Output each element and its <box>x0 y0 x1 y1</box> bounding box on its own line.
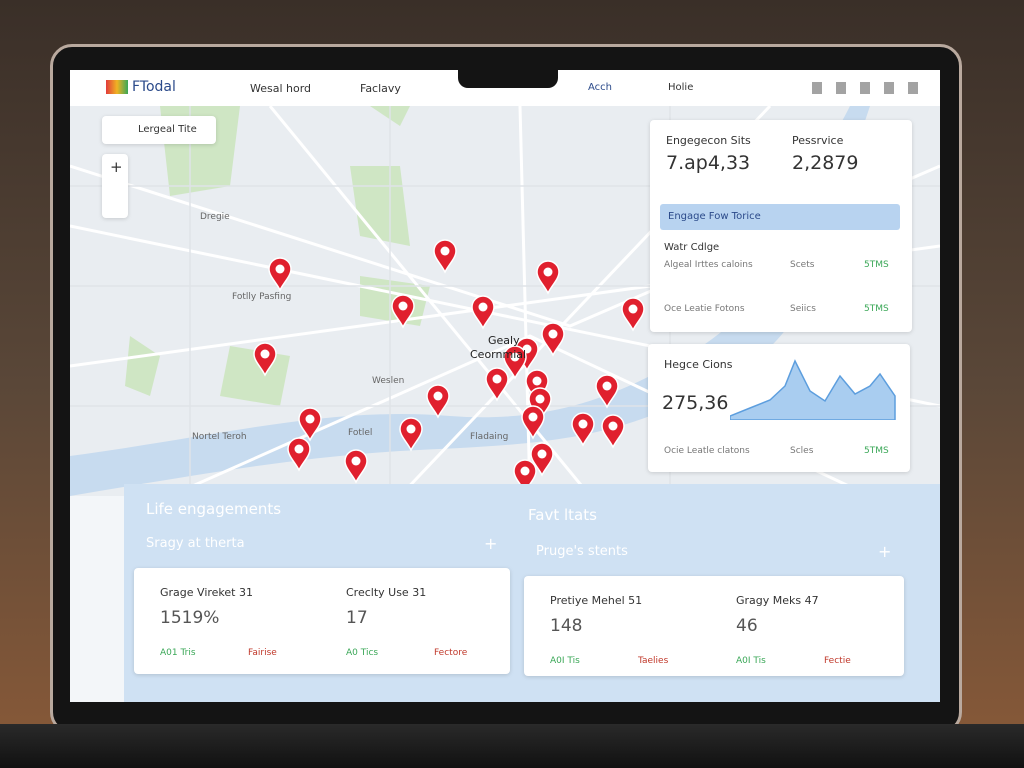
metric-card: Pretiye Mehel 51 148 A0I Tis Taelies Gragy M… <box>524 576 904 676</box>
map-pin[interactable] <box>521 405 545 440</box>
metric-tag: A01 Tris <box>160 648 196 658</box>
map-label: Ceornmial <box>470 348 527 361</box>
stats-panel: Engegecon Sits 7.ap4,33 Pessrvice 2,2879… <box>650 120 912 332</box>
stat-value: 7.ap4,33 <box>666 152 751 174</box>
banner[interactable]: Engage Fow Torice <box>660 204 900 230</box>
metric-flag: Fairise <box>248 648 277 658</box>
section-title: Life engagements <box>146 500 282 518</box>
zoom-in[interactable]: + <box>110 158 123 176</box>
map-label: Gealy <box>488 334 520 347</box>
map-search-text: Lergeal Tite <box>138 124 197 135</box>
row-name: Oce Leatie Fotons <box>664 304 745 314</box>
metric-value: 46 <box>736 616 758 636</box>
map-label: Fotlel <box>348 428 373 438</box>
trend-card: Hegce Cions 275,36 Ocie Leatle clatons S… <box>648 344 910 472</box>
sparkline <box>730 359 896 420</box>
metric-tag: A0 Tics <box>346 648 379 658</box>
logo-mark <box>106 80 128 94</box>
map-pin[interactable] <box>391 294 415 329</box>
row-kind: Seiics <box>790 304 816 314</box>
map-pin[interactable] <box>485 367 509 402</box>
map-pin[interactable] <box>503 345 527 380</box>
banner-text: Engage Fow Torice <box>668 211 761 222</box>
map-pin[interactable] <box>571 412 595 447</box>
map-pin[interactable] <box>513 459 537 494</box>
zoom-control[interactable]: + <box>102 154 128 218</box>
nav-link[interactable]: Faclavy <box>360 82 401 95</box>
map-pin[interactable] <box>399 417 423 452</box>
trend-label: Hegce Cions <box>664 358 733 371</box>
top-bar: FTodal Wesal hord Faclavy Acch Holie <box>70 70 940 107</box>
section-subtitle: Sragy at therta <box>146 536 245 551</box>
section-subtitle: Pruge's stents <box>536 544 628 559</box>
section-title: Favt ltats <box>528 506 597 524</box>
stat-label: Engegecon Sits <box>666 134 751 147</box>
camera-notch <box>458 70 558 88</box>
map-pin[interactable] <box>621 297 645 332</box>
map-pin[interactable] <box>471 295 495 330</box>
trend-value: 275,36 <box>662 392 729 414</box>
row-status: 5TMS <box>864 304 889 314</box>
map-pin[interactable] <box>433 239 457 274</box>
search-link[interactable]: Acch <box>588 82 612 93</box>
map-label: Dregie <box>200 212 230 222</box>
map-pin[interactable] <box>601 414 625 449</box>
metric-tag: A0I Tis <box>550 656 580 666</box>
map-pin[interactable] <box>287 437 311 472</box>
stat-value: 2,2879 <box>792 152 859 174</box>
map-pin[interactable] <box>530 442 554 477</box>
row-kind: Scets <box>790 260 815 270</box>
map-label: Nortel Teroh <box>192 432 247 442</box>
logo: FTodal <box>132 79 176 95</box>
parks <box>125 106 430 406</box>
metric-value: 17 <box>346 608 368 628</box>
metric-tag: A0I Tis <box>736 656 766 666</box>
metric-label: Creclty Use 31 <box>346 586 427 599</box>
bottom-panel: Life engagements Sragy at therta + Favt … <box>124 484 940 702</box>
screen: FTodal Wesal hord Faclavy Acch Holie Ler… <box>70 70 940 702</box>
section-title: Watr Cdlge <box>664 242 720 253</box>
row-status: 5TMS <box>864 260 889 270</box>
map-pin[interactable] <box>268 257 292 292</box>
roads <box>70 106 940 496</box>
map-pin[interactable] <box>344 449 368 484</box>
map-pin[interactable] <box>541 322 565 357</box>
metric-value: 148 <box>550 616 583 636</box>
stat-label: Pessrvice <box>792 134 844 147</box>
map-pin[interactable] <box>595 374 619 409</box>
toolbar-icons <box>812 82 922 94</box>
add-button[interactable]: + <box>878 542 892 561</box>
row-name: Algeal Irttes caloins <box>664 260 753 270</box>
metric-label: Pretiye Mehel 51 <box>550 594 643 607</box>
map-label: Fotlly Pasfing <box>232 292 292 302</box>
metric-value: 1519% <box>160 608 220 628</box>
streets <box>70 106 940 496</box>
row-name: Ocie Leatle clatons <box>664 446 750 456</box>
map-pin[interactable] <box>426 384 450 419</box>
metric-flag: Fectore <box>434 648 468 658</box>
row-status: 5TMS <box>864 446 889 456</box>
map-label: Weslen <box>372 376 405 386</box>
metric-label: Grage Vireket 31 <box>160 586 253 599</box>
add-button[interactable]: + <box>484 534 498 553</box>
map-pin[interactable] <box>253 342 277 377</box>
map-search[interactable]: Lergeal Tite <box>102 116 216 144</box>
nav-link[interactable]: Wesal hord <box>250 82 312 95</box>
metric-flag: Taelies <box>638 656 669 666</box>
metric-card: Grage Vireket 31 1519% A01 Tris Fairise Crec… <box>134 568 510 674</box>
row-kind: Scles <box>790 446 814 456</box>
map-pin[interactable] <box>536 260 560 295</box>
map-pin[interactable] <box>298 407 322 442</box>
map-label: Fladaing <box>470 432 509 442</box>
help-link[interactable]: Holie <box>668 82 694 93</box>
metric-label: Gragy Meks 47 <box>736 594 819 607</box>
metric-flag: Fectie <box>824 656 851 666</box>
keyboard <box>0 724 1024 768</box>
